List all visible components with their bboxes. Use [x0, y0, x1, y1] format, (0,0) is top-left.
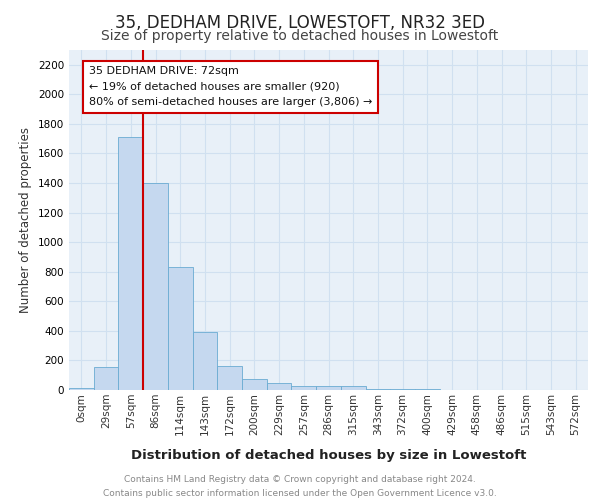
Bar — [193, 332, 217, 390]
Y-axis label: Number of detached properties: Number of detached properties — [19, 127, 32, 313]
Bar — [267, 384, 292, 390]
Text: Contains HM Land Registry data © Crown copyright and database right 2024.
Contai: Contains HM Land Registry data © Crown c… — [103, 476, 497, 498]
Bar — [242, 379, 267, 390]
Bar — [168, 266, 193, 390]
Text: 35, DEDHAM DRIVE, LOWESTOFT, NR32 3ED: 35, DEDHAM DRIVE, LOWESTOFT, NR32 3ED — [115, 14, 485, 32]
Bar — [365, 388, 390, 390]
Bar — [316, 386, 341, 390]
Bar — [118, 137, 143, 390]
Bar — [69, 388, 94, 390]
Bar — [390, 389, 415, 390]
Bar — [217, 366, 242, 390]
X-axis label: Distribution of detached houses by size in Lowestoft: Distribution of detached houses by size … — [131, 449, 526, 462]
Bar — [143, 183, 168, 390]
Bar — [292, 386, 316, 390]
Text: 35 DEDHAM DRIVE: 72sqm
← 19% of detached houses are smaller (920)
80% of semi-de: 35 DEDHAM DRIVE: 72sqm ← 19% of detached… — [89, 66, 372, 108]
Bar — [94, 367, 118, 390]
Text: Size of property relative to detached houses in Lowestoft: Size of property relative to detached ho… — [101, 29, 499, 43]
Bar — [341, 386, 365, 390]
